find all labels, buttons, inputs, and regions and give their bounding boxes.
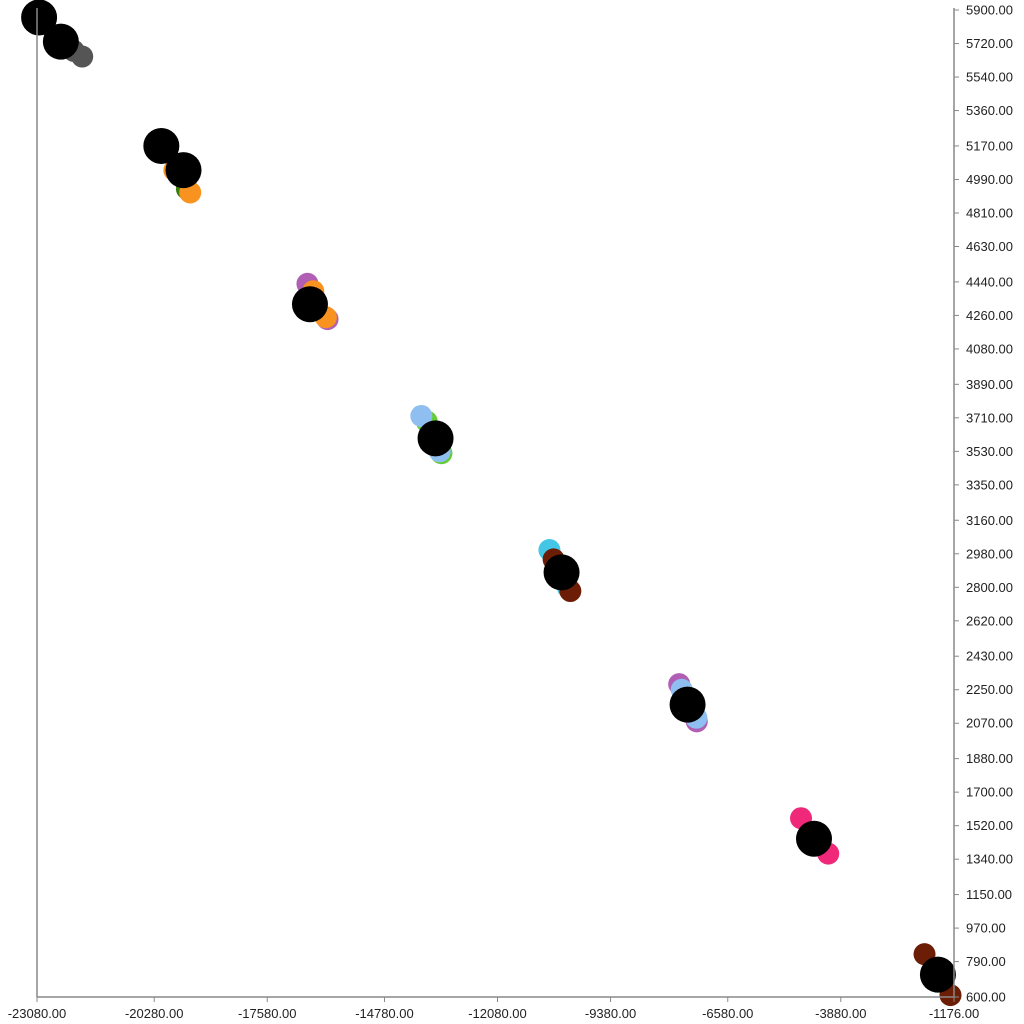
y-tick-label: 5540.00 — [966, 70, 1013, 85]
data-point — [796, 820, 833, 857]
y-tick-label: 4260.00 — [966, 308, 1013, 323]
y-tick-label: 3530.00 — [966, 444, 1013, 459]
y-tick-label: 2980.00 — [966, 546, 1013, 561]
y-tick-label: 5720.00 — [966, 36, 1013, 51]
y-tick-label: 5170.00 — [966, 138, 1013, 153]
data-point — [71, 45, 94, 68]
y-tick-label: 1700.00 — [966, 785, 1013, 800]
y-tick-label: 3350.00 — [966, 477, 1013, 492]
data-point — [165, 152, 202, 189]
y-tick-label: 5360.00 — [966, 103, 1013, 118]
y-tick-label: 2800.00 — [966, 580, 1013, 595]
y-tick-label: 2620.00 — [966, 613, 1013, 628]
data-point — [291, 286, 328, 323]
y-tick-label: 4440.00 — [966, 274, 1013, 289]
y-tick-label: 600.00 — [966, 990, 1006, 1005]
data-point — [143, 127, 180, 164]
data-point — [669, 686, 706, 723]
series-16 — [669, 686, 706, 723]
data-point — [21, 0, 58, 36]
x-tick-label: -9380.00 — [585, 1006, 636, 1021]
x-tick-label: -1176.00 — [929, 1006, 979, 1021]
data-point — [417, 420, 454, 457]
y-tick-label: 3710.00 — [966, 410, 1013, 425]
x-tick-label: -3880.00 — [815, 1006, 866, 1021]
y-tick-label: 2250.00 — [966, 682, 1013, 697]
series-10 — [417, 420, 454, 457]
x-tick-label: -17580.00 — [238, 1006, 297, 1021]
y-tick-label: 4630.00 — [966, 239, 1013, 254]
x-tick-label: -23080.00 — [8, 1006, 67, 1021]
y-tick-label: 5900.00 — [966, 3, 1013, 18]
x-tick-label: -20280.00 — [125, 1006, 184, 1021]
y-tick-label: 4080.00 — [966, 341, 1013, 356]
plot-area — [21, 0, 962, 1007]
y-tick-label: 970.00 — [966, 921, 1006, 936]
data-point — [42, 23, 79, 60]
y-tick-label: 1880.00 — [966, 751, 1013, 766]
y-tick-label: 4990.00 — [966, 172, 1013, 187]
y-axis-ticks: 600.00 790.00 970.00 1150.00 1340.00 1520.00 1… — [954, 3, 1013, 1005]
y-tick-label: 3160.00 — [966, 513, 1013, 528]
x-axis-ticks: -23080.00 -20280.00 -17580.00 -14780.00 -120… — [8, 997, 979, 1021]
y-tick-label: 1520.00 — [966, 818, 1013, 833]
y-tick-label: 2430.00 — [966, 649, 1013, 664]
x-tick-label: -6580.00 — [702, 1006, 753, 1021]
series-13 — [543, 554, 580, 591]
y-tick-label: 4810.00 — [966, 205, 1013, 220]
y-tick-label: 3890.00 — [966, 377, 1013, 392]
y-tick-label: 1150.00 — [966, 887, 1012, 902]
series-20 — [919, 956, 956, 993]
x-tick-label: -14780.00 — [355, 1006, 414, 1021]
series-7 — [291, 286, 328, 323]
data-point — [543, 554, 580, 591]
y-tick-label: 790.00 — [966, 954, 1006, 969]
x-tick-label: -12080.00 — [468, 1006, 527, 1021]
data-point — [919, 956, 956, 993]
series-4 — [143, 127, 202, 189]
series-18 — [796, 820, 833, 857]
y-tick-label: 1340.00 — [966, 852, 1013, 867]
data-point — [410, 404, 433, 427]
y-tick-label: 2070.00 — [966, 716, 1013, 731]
series-1 — [21, 0, 79, 60]
